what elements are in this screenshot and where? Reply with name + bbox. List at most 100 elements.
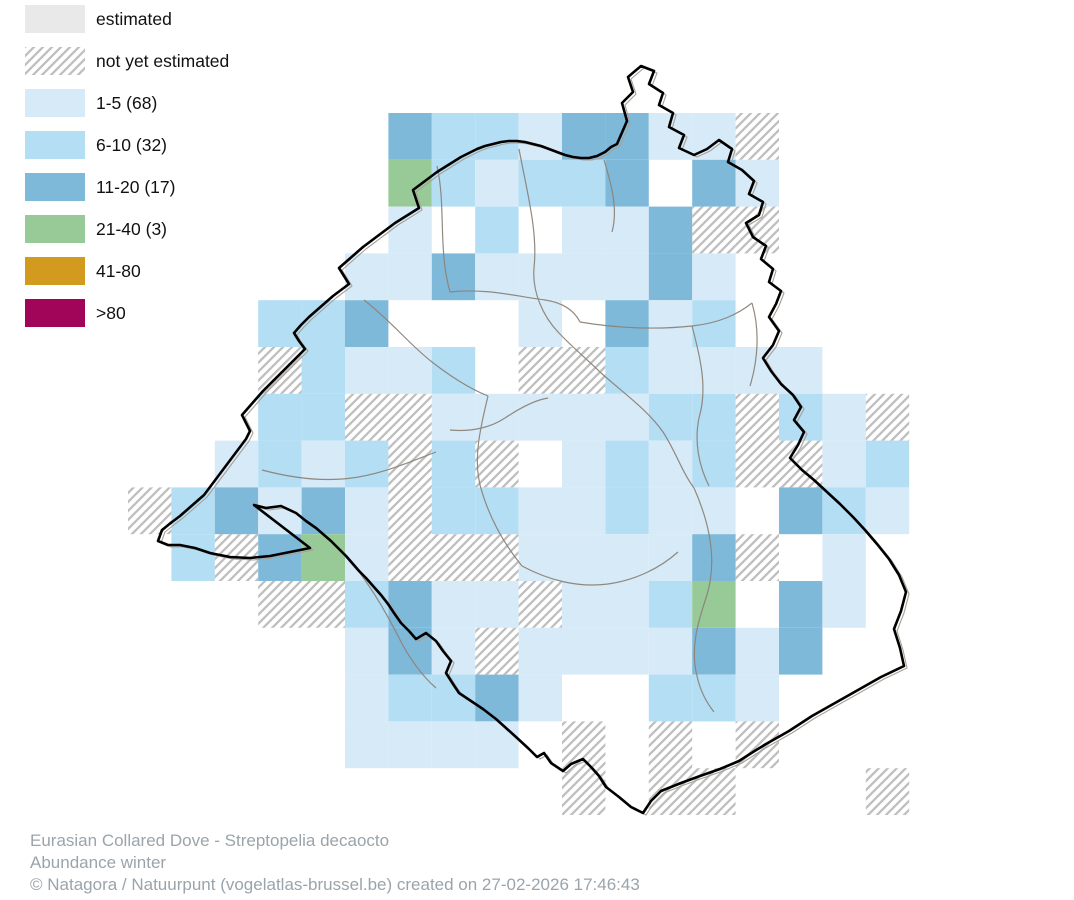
grid-cell xyxy=(388,581,432,628)
grid-cell xyxy=(388,721,432,769)
district-lines xyxy=(261,148,758,713)
grid-cell xyxy=(605,393,649,441)
grid-cell xyxy=(518,534,562,581)
grid-cell xyxy=(648,300,693,347)
grid-cell xyxy=(518,487,562,535)
grid-cell xyxy=(128,487,172,535)
grid-cell xyxy=(822,393,866,441)
region-boundary-line xyxy=(156,64,908,815)
grid-cell xyxy=(345,253,389,301)
grid-cell xyxy=(648,347,693,394)
grid-cell xyxy=(735,674,779,722)
grid-cell xyxy=(388,393,432,441)
grid-cell xyxy=(735,534,779,581)
legend-swatch-80plus xyxy=(25,299,85,327)
grid-cell xyxy=(345,581,389,628)
legend-swatch-1-5 xyxy=(25,89,85,117)
legend-item: 11-20 (17) xyxy=(25,173,175,201)
grid-cell xyxy=(475,393,519,441)
grid-cell xyxy=(301,393,345,441)
grid-cell xyxy=(518,347,562,394)
grid-cell xyxy=(735,206,779,254)
grid-cell xyxy=(301,487,345,535)
grid-cell xyxy=(779,487,823,535)
grid-cell xyxy=(692,300,736,347)
grid-cell xyxy=(735,393,779,441)
grid-cells xyxy=(128,113,910,815)
grid-cell xyxy=(605,159,649,207)
legend-swatch-not-yet-estimated xyxy=(25,47,85,75)
grid-cell xyxy=(605,487,649,535)
grid-cell xyxy=(345,393,389,441)
legend-label: 11-20 (17) xyxy=(96,177,175,197)
grid-cell xyxy=(388,674,432,722)
grid-cell xyxy=(822,440,866,488)
grid-cell xyxy=(345,487,389,535)
grid-cell xyxy=(258,347,302,394)
grid-cell xyxy=(865,440,910,488)
grid-cell xyxy=(648,721,693,769)
grid-cell xyxy=(562,393,606,441)
grid-cell xyxy=(301,347,345,394)
legend-label: not yet estimated xyxy=(96,51,229,71)
legend-label: 41-80 xyxy=(96,261,141,281)
grid-cell xyxy=(431,487,476,535)
legend-label: 6-10 (32) xyxy=(96,135,167,155)
grid-cell xyxy=(431,721,476,769)
grid-cell xyxy=(692,627,736,675)
grid-cell xyxy=(562,113,606,160)
grid-cell xyxy=(518,300,562,347)
grid-cell xyxy=(388,347,432,394)
grid-cell xyxy=(345,674,389,722)
grid-cell xyxy=(171,534,215,581)
grid-cell xyxy=(692,253,736,301)
grid-cell xyxy=(518,393,562,441)
grid-cell xyxy=(431,393,476,441)
grid-cell xyxy=(562,534,606,581)
grid-cell xyxy=(345,721,389,769)
grid-cell xyxy=(605,534,649,581)
grid-cell xyxy=(648,440,693,488)
legend-swatch-11-20 xyxy=(25,173,85,201)
grid-cell xyxy=(605,440,649,488)
grid-cell xyxy=(735,721,779,769)
footer-subtitle: Abundance winter xyxy=(30,853,166,872)
grid-cell xyxy=(779,393,823,441)
grid-cell xyxy=(865,768,910,815)
grid-cell xyxy=(475,159,519,207)
grid-cell xyxy=(258,487,302,535)
grid-cell xyxy=(822,534,866,581)
grid-cell xyxy=(692,487,736,535)
grid-cell xyxy=(562,440,606,488)
legend-item: 41-80 xyxy=(25,257,141,285)
grid-cell xyxy=(735,440,779,488)
grid-cell xyxy=(518,253,562,301)
grid-cell xyxy=(431,113,476,160)
grid-cell xyxy=(735,627,779,675)
legend-swatch-41-80 xyxy=(25,257,85,285)
grid-cell xyxy=(345,627,389,675)
grid-cell xyxy=(692,206,736,254)
grid-cell xyxy=(475,674,519,722)
grid-cell xyxy=(692,440,736,488)
grid-cell xyxy=(301,440,345,488)
grid-cell xyxy=(562,487,606,535)
grid-cell xyxy=(431,581,476,628)
grid-cell xyxy=(605,581,649,628)
grid-cell xyxy=(562,206,606,254)
grid-cell xyxy=(562,581,606,628)
grid-cell xyxy=(779,347,823,394)
grid-cell xyxy=(214,440,259,488)
grid-cell xyxy=(779,581,823,628)
grid-cell xyxy=(475,581,519,628)
grid-cell xyxy=(648,768,693,815)
grid-cell xyxy=(562,159,606,207)
grid-cell xyxy=(475,534,519,581)
grid-cell xyxy=(475,721,519,769)
grid-cell xyxy=(345,347,389,394)
grid-cell xyxy=(345,534,389,581)
footer-title: Eurasian Collared Dove - Streptopelia de… xyxy=(30,831,389,850)
grid-cell xyxy=(301,300,345,347)
grid-cell xyxy=(388,253,432,301)
